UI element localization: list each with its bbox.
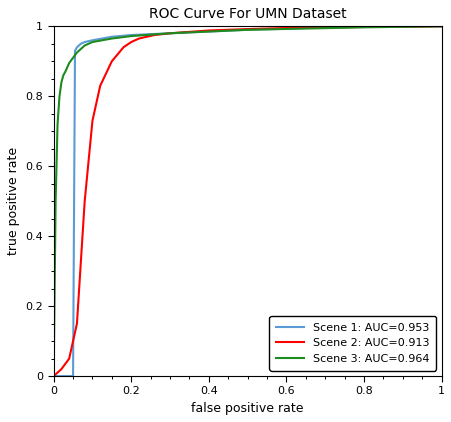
Scene 3: AUC=0.964: (0.08, 0.945): AUC=0.964: (0.08, 0.945) [82,43,87,48]
Scene 1: AUC=0.953: (0.06, 0.94): AUC=0.953: (0.06, 0.94) [74,45,79,50]
Scene 2: AUC=0.913: (0.2, 0.955): AUC=0.913: (0.2, 0.955) [128,40,133,45]
Scene 2: AUC=0.913: (0.22, 0.965): AUC=0.913: (0.22, 0.965) [136,36,142,41]
Scene 3: AUC=0.964: (1, 1): AUC=0.964: (1, 1) [438,24,443,29]
Y-axis label: true positive rate: true positive rate [7,147,20,255]
Scene 1: AUC=0.953: (1, 1): AUC=0.953: (1, 1) [438,24,443,29]
Scene 3: AUC=0.964: (0.15, 0.965): AUC=0.964: (0.15, 0.965) [109,36,114,41]
Line: Scene 3: AUC=0.964: Scene 3: AUC=0.964 [54,26,441,376]
Scene 3: AUC=0.964: (0.025, 0.86): AUC=0.964: (0.025, 0.86) [60,73,66,78]
Scene 2: AUC=0.913: (0.8, 0.998): AUC=0.913: (0.8, 0.998) [360,24,366,30]
Scene 3: AUC=0.964: (0.1, 0.955): AUC=0.964: (0.1, 0.955) [90,40,95,45]
Scene 2: AUC=0.913: (0.06, 0.15): AUC=0.913: (0.06, 0.15) [74,321,79,326]
Scene 2: AUC=0.913: (0.12, 0.83): AUC=0.913: (0.12, 0.83) [97,83,103,88]
Scene 1: AUC=0.953: (0.75, 0.998): AUC=0.953: (0.75, 0.998) [341,24,346,30]
Scene 3: AUC=0.964: (0.01, 0.72): AUC=0.964: (0.01, 0.72) [55,122,60,127]
Scene 1: AUC=0.953: (0.15, 0.97): AUC=0.953: (0.15, 0.97) [109,34,114,39]
Scene 3: AUC=0.964: (0.005, 0.5): AUC=0.964: (0.005, 0.5) [53,199,58,204]
Scene 3: AUC=0.964: (0.05, 0.91): AUC=0.964: (0.05, 0.91) [70,55,76,60]
Scene 3: AUC=0.964: (0.015, 0.8): AUC=0.964: (0.015, 0.8) [57,94,62,99]
Scene 1: AUC=0.953: (0.6, 0.993): AUC=0.953: (0.6, 0.993) [283,26,289,31]
Scene 3: AUC=0.964: (0.2, 0.972): AUC=0.964: (0.2, 0.972) [128,33,133,38]
Scene 1: AUC=0.953: (0.05, 0): AUC=0.953: (0.05, 0) [70,373,76,379]
Scene 2: AUC=0.913: (0.3, 0.98): AUC=0.913: (0.3, 0.98) [167,31,172,36]
Line: Scene 2: AUC=0.913: Scene 2: AUC=0.913 [54,26,441,376]
Scene 3: AUC=0.964: (0.3, 0.98): AUC=0.964: (0.3, 0.98) [167,31,172,36]
Scene 3: AUC=0.964: (0.8, 0.997): AUC=0.964: (0.8, 0.997) [360,25,366,30]
Scene 1: AUC=0.953: (0.3, 0.98): AUC=0.953: (0.3, 0.98) [167,31,172,36]
Scene 2: AUC=0.913: (0.02, 0.02): AUC=0.913: (0.02, 0.02) [59,367,64,372]
Line: Scene 1: AUC=0.953: Scene 1: AUC=0.953 [54,26,441,376]
Scene 2: AUC=0.913: (0, 0): AUC=0.913: (0, 0) [51,373,56,379]
Scene 1: AUC=0.953: (0, 0): AUC=0.953: (0, 0) [51,373,56,379]
Scene 1: AUC=0.953: (0.7, 0.997): AUC=0.953: (0.7, 0.997) [322,25,327,30]
Scene 1: AUC=0.953: (0.005, 0): AUC=0.953: (0.005, 0) [53,373,58,379]
Scene 2: AUC=0.913: (0.6, 0.995): AUC=0.913: (0.6, 0.995) [283,25,289,30]
Scene 3: AUC=0.964: (0, 0): AUC=0.964: (0, 0) [51,373,56,379]
Legend: Scene 1: AUC=0.953, Scene 2: AUC=0.913, Scene 3: AUC=0.964: Scene 1: AUC=0.953, Scene 2: AUC=0.913, … [269,316,435,371]
Scene 1: AUC=0.953: (0.2, 0.975): AUC=0.953: (0.2, 0.975) [128,32,133,38]
Scene 3: AUC=0.964: (0.02, 0.84): AUC=0.964: (0.02, 0.84) [59,80,64,85]
Scene 3: AUC=0.964: (0.5, 0.99): AUC=0.964: (0.5, 0.99) [244,27,250,32]
Scene 3: AUC=0.964: (0.04, 0.895): AUC=0.964: (0.04, 0.895) [66,60,72,65]
Scene 3: AUC=0.964: (0.03, 0.87): AUC=0.964: (0.03, 0.87) [62,69,68,74]
Scene 2: AUC=0.913: (0.15, 0.9): AUC=0.913: (0.15, 0.9) [109,59,114,64]
Scene 3: AUC=0.964: (0.06, 0.925): AUC=0.964: (0.06, 0.925) [74,50,79,55]
Scene 2: AUC=0.913: (0.24, 0.97): AUC=0.913: (0.24, 0.97) [144,34,149,39]
Scene 2: AUC=0.913: (0.5, 0.992): AUC=0.913: (0.5, 0.992) [244,27,250,32]
Scene 2: AUC=0.913: (0.1, 0.73): AUC=0.913: (0.1, 0.73) [90,118,95,123]
Scene 2: AUC=0.913: (0.08, 0.5): AUC=0.913: (0.08, 0.5) [82,199,87,204]
Scene 2: AUC=0.913: (0.4, 0.988): AUC=0.913: (0.4, 0.988) [206,28,211,33]
Scene 2: AUC=0.913: (0.26, 0.975): AUC=0.913: (0.26, 0.975) [152,32,157,38]
Scene 1: AUC=0.953: (0, 0): AUC=0.953: (0, 0) [51,373,56,379]
Scene 2: AUC=0.913: (0.18, 0.94): AUC=0.913: (0.18, 0.94) [120,45,126,50]
Scene 2: AUC=0.913: (0.04, 0.05): AUC=0.913: (0.04, 0.05) [66,356,72,361]
Scene 1: AUC=0.953: (0.5, 0.99): AUC=0.953: (0.5, 0.99) [244,27,250,32]
X-axis label: false positive rate: false positive rate [191,402,303,415]
Scene 1: AUC=0.953: (0.4, 0.985): AUC=0.953: (0.4, 0.985) [206,29,211,34]
Scene 2: AUC=0.913: (1, 1): AUC=0.913: (1, 1) [438,24,443,29]
Scene 1: AUC=0.953: (0.055, 0.93): AUC=0.953: (0.055, 0.93) [72,48,78,53]
Scene 1: AUC=0.953: (0.1, 0.96): AUC=0.953: (0.1, 0.96) [90,38,95,43]
Scene 3: AUC=0.964: (0.07, 0.935): AUC=0.964: (0.07, 0.935) [78,46,83,51]
Scene 1: AUC=0.953: (0.08, 0.955): AUC=0.953: (0.08, 0.955) [82,40,87,45]
Title: ROC Curve For UMN Dataset: ROC Curve For UMN Dataset [148,7,345,21]
Scene 1: AUC=0.953: (0.07, 0.95): AUC=0.953: (0.07, 0.95) [78,41,83,46]
